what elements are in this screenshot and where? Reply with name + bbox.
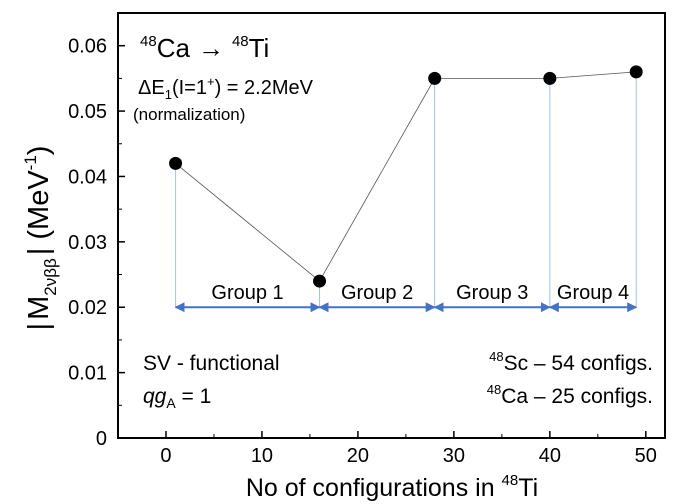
title-mass-a: 48 [140,33,157,50]
qga-annotation: qgA = 1 [143,385,211,411]
y-tick-label: 0 [96,428,107,450]
qga-sub: A [166,395,176,411]
y-axis-unit-close: ) [23,146,55,156]
data-point [629,65,643,79]
ca-mass: 48 [487,382,501,397]
data-point [428,71,442,85]
y-axis-label: | M2νββ | (MeV-1) [21,146,60,331]
ca-nucleus: Ca [501,385,528,408]
sc-configs: – 54 configs. [528,352,653,375]
series-polyline [175,71,637,282]
subtitle-sup: + [207,74,215,89]
y-axis-bar-right: | [23,248,55,256]
y-tick-label: 0.01 [68,363,107,385]
x-tick-label: 0 [160,445,171,467]
group-label: Group 2 [341,282,413,304]
group-arrows: Group 1 Group 2 Group 3 Group 4 [174,282,638,313]
y-tick-label: 0.06 [68,36,107,58]
y-tick-label: 0.05 [68,101,107,123]
x-axis-text: No of configurations in [246,474,502,502]
subtitle-rest: ) = 2.2MeV [215,77,314,99]
functional-annotation: SV - functional [143,352,280,375]
x-ticks: 0 10 20 30 40 50 [160,431,657,467]
x-tick-label: 40 [539,445,561,467]
y-axis-unit: (MeV [23,170,55,248]
group-label: Group 3 [456,282,528,304]
group-label: Group 1 [211,282,283,304]
normalization-note: (normalization) [133,105,245,124]
x-axis-nucleus: Ti [518,474,538,502]
subtitle-paren: (I=1 [172,77,207,99]
title-nucleus-a: Ca [157,33,191,63]
data-points [169,65,643,288]
y-axis-M: M [23,296,55,320]
x-tick-label: 20 [347,445,369,467]
title-arrow: → [198,33,224,63]
sc-mass: 48 [489,349,503,364]
y-tick-label: 0.02 [68,297,107,319]
title-nucleus-b: Ti [249,33,270,63]
y-ticks: 0 0.01 0.02 0.03 0.04 0.05 0.06 [68,36,125,450]
series-line [175,71,637,282]
x-axis-label: No of configurations in 48Ti [246,472,538,502]
plot-frame [117,12,666,439]
qga-value: = 1 [176,385,212,408]
y-axis-unit-sup: -1 [21,155,40,170]
y-tick-label: 0.03 [68,232,107,254]
group-label: Group 4 [557,282,629,304]
x-axis-mass: 48 [502,472,519,489]
subtitle-delta: ΔE [138,77,165,99]
data-point [313,274,327,288]
qga-symbol: qg [143,385,167,408]
chart-subtitle: ΔE1(I=1+) = 2.2MeV [138,74,314,102]
x-tick-label: 50 [635,445,657,467]
data-point [543,71,557,85]
sc-nucleus: Sc [504,352,529,375]
subtitle-sub: 1 [165,87,172,102]
y-axis-sub: 2νββ [41,258,60,296]
guide-lines [175,71,637,308]
chart-title: 48Ca → 48Ti [140,33,269,63]
title-mass-b: 48 [232,33,249,50]
data-point [169,156,183,170]
x-tick-label: 30 [443,445,465,467]
x-tick-label: 10 [251,445,273,467]
sc-configs-annotation: 48Sc – 54 configs. [489,349,653,375]
ca-configs-annotation: 48Ca – 25 configs. [487,382,653,408]
y-axis-bar-left: | [23,323,55,331]
ca-configs: – 25 configs. [528,385,653,408]
y-tick-label: 0.04 [68,166,107,188]
